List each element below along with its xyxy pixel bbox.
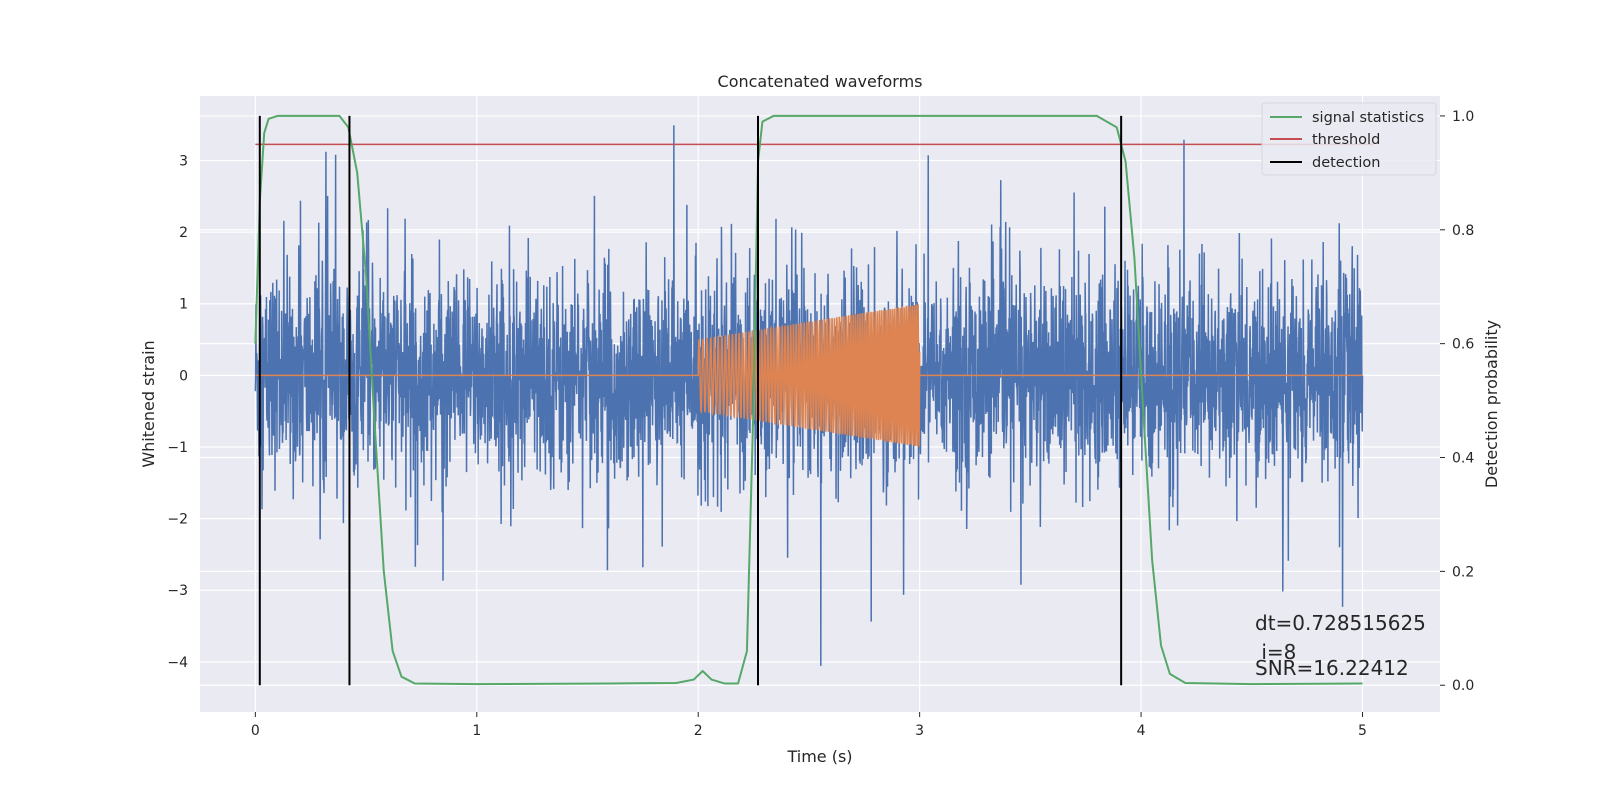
x-tick-label: 0 (251, 723, 260, 739)
y-tick-label: −3 (167, 583, 188, 599)
x-tick-label: 4 (1137, 723, 1146, 739)
y-tick-label: −4 (167, 655, 188, 671)
right-tick-label: 0.6 (1452, 337, 1474, 353)
y-tick-label: 1 (179, 297, 188, 313)
legend-label-detection: detection (1312, 155, 1380, 171)
right-axis-ticks: 0.0 0.2 0.4 0.6 0.8 1.0 (1440, 109, 1474, 694)
right-tick-label: 0.2 (1452, 564, 1474, 580)
y-axis-ticks: −4 −3 −2 −1 0 1 2 3 (167, 153, 188, 670)
right-axis-label: Detection probability (1482, 320, 1501, 488)
right-tick-label: 1.0 (1452, 109, 1474, 125)
legend-label-signal-statistics: signal statistics (1312, 110, 1424, 126)
y-axis-label: Whitened strain (139, 340, 158, 467)
x-tick-label: 3 (915, 723, 924, 739)
legend-label-threshold: threshold (1312, 132, 1380, 148)
y-tick-label: 0 (179, 368, 188, 384)
x-axis-ticks: 0 1 2 3 4 5 (251, 712, 1367, 739)
right-tick-label: 0.8 (1452, 223, 1474, 239)
legend-box (1261, 102, 1437, 176)
y-tick-label: 3 (179, 153, 188, 169)
right-tick-label: 0.4 (1452, 451, 1474, 467)
annotation-snr: SNR=16.22412 (1255, 656, 1409, 680)
series-injection (255, 304, 1363, 447)
series-layer (254, 114, 1374, 686)
annotation-dt: dt=0.728515625 (1255, 611, 1426, 635)
y-tick-label: −2 (167, 512, 188, 528)
x-tick-label: 5 (1358, 723, 1367, 739)
plot-area (254, 114, 1374, 686)
y-tick-label: 2 (179, 225, 188, 241)
x-tick-label: 2 (694, 723, 703, 739)
annotation-index: i=8 (1255, 640, 1296, 664)
y-tick-label: −1 (167, 440, 188, 456)
x-axis-label: Time (s) (786, 747, 852, 766)
chart-title: Concatenated waveforms (718, 72, 923, 91)
legend: signal statistics threshold detection (1261, 102, 1437, 176)
x-tick-label: 1 (472, 723, 481, 739)
right-tick-label: 0.0 (1452, 678, 1474, 694)
